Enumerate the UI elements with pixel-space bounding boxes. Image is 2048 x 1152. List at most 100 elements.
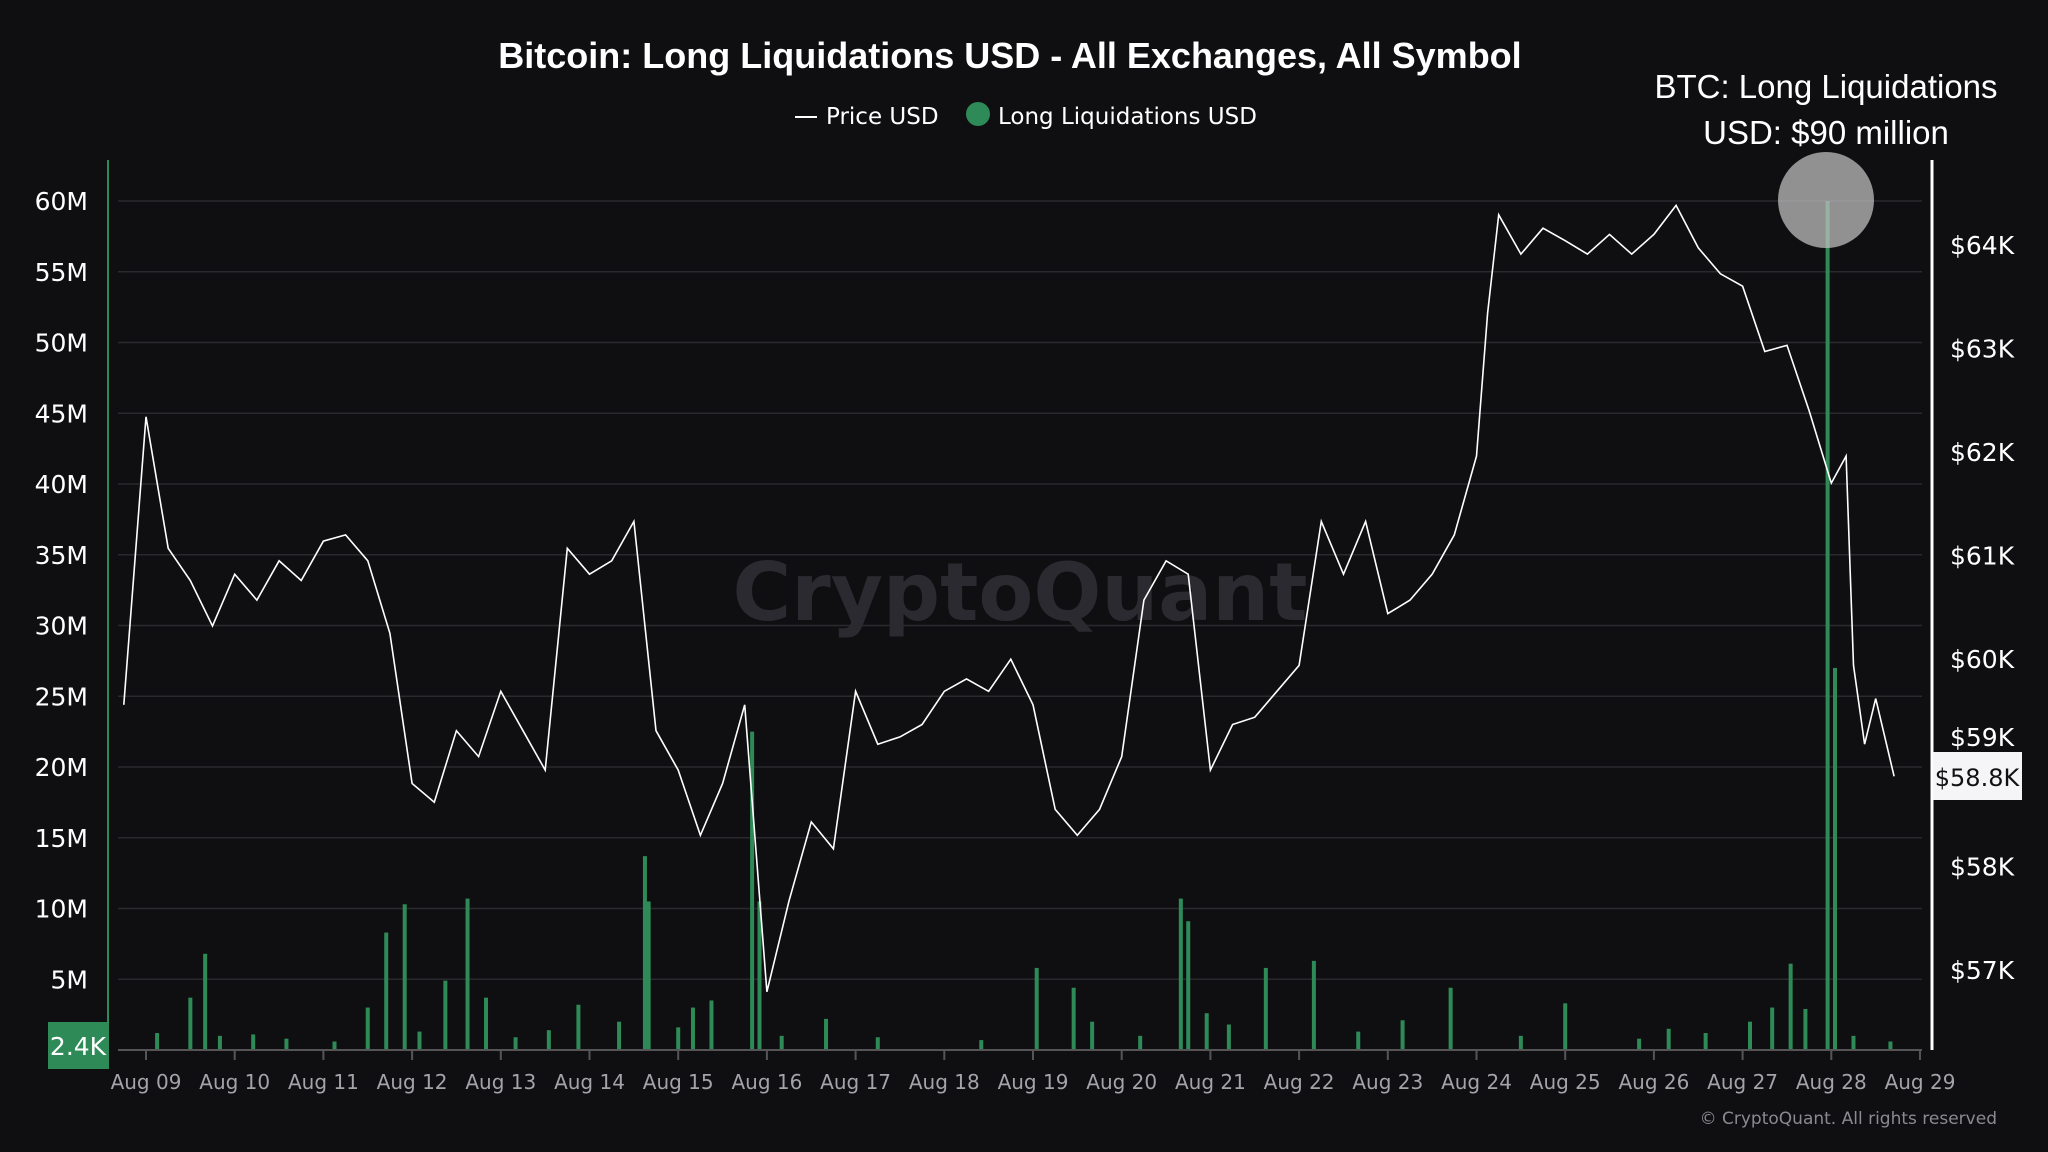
liquidation-bar — [1563, 1003, 1568, 1050]
liquidation-bar — [676, 1027, 681, 1050]
liquidation-bar — [1888, 1041, 1893, 1050]
liquidation-bar — [203, 953, 208, 1050]
liquidation-bar — [642, 856, 647, 1050]
current-liquidation-label: 2.4K — [50, 1032, 107, 1061]
liquidation-bar — [188, 997, 193, 1050]
liquidation-bar — [757, 901, 762, 1050]
chart-title: Bitcoin: Long Liquidations USD - All Exc… — [498, 35, 1521, 76]
x-axis-tick: Aug 29 — [1885, 1070, 1956, 1094]
left-axis-tick: 55M — [35, 258, 88, 287]
x-axis-tick: Aug 17 — [820, 1070, 891, 1094]
liquidation-bar — [484, 997, 489, 1050]
liquidation-bar — [875, 1037, 880, 1050]
left-axis-tick: 10M — [35, 895, 88, 924]
x-axis-tick: Aug 18 — [909, 1070, 980, 1094]
watermark: CryptoQuant — [733, 546, 1308, 639]
liquidation-bar — [1448, 987, 1453, 1050]
liquidation-bar — [1666, 1028, 1671, 1050]
left-axis-tick: 25M — [35, 682, 88, 711]
legend-liquidation-marker — [966, 102, 990, 126]
liquidation-bar — [332, 1041, 337, 1050]
liquidation-bar — [217, 1035, 222, 1050]
liquidation-bar — [365, 1007, 370, 1050]
liquidation-bar — [1825, 201, 1830, 1050]
liquidation-bar — [402, 904, 407, 1050]
current-price-label: $58.8K — [1935, 764, 2021, 792]
legend-liquidation-label[interactable]: Long Liquidations USD — [998, 104, 1257, 130]
liquidation-bar — [546, 1030, 551, 1050]
left-axis-tick: 40M — [35, 470, 88, 499]
liquidation-bar — [1178, 898, 1183, 1050]
liquidation-bar — [1186, 921, 1191, 1050]
liquidation-bar — [1311, 960, 1316, 1050]
liquidation-bar — [1226, 1024, 1231, 1050]
liquidation-bar — [709, 1000, 714, 1050]
liquidation-bar — [284, 1038, 289, 1050]
right-axis-tick: $58K — [1950, 852, 2015, 881]
left-axis-tick: 60M — [35, 187, 88, 216]
x-axis-tick: Aug 11 — [288, 1070, 359, 1094]
right-axis-tick: $63K — [1950, 334, 2015, 363]
liquidation-bar — [1204, 1013, 1209, 1050]
left-axis-tick: 50M — [35, 329, 88, 358]
liquidation-bar — [1034, 967, 1039, 1050]
liquidation-bar — [251, 1034, 256, 1050]
x-axis-tick: Aug 09 — [111, 1070, 182, 1094]
x-axis-tick: Aug 27 — [1707, 1070, 1778, 1094]
price-line — [123, 203, 1895, 992]
x-axis-tick: Aug 19 — [998, 1070, 1069, 1094]
right-axis-tick: $60K — [1950, 645, 2015, 674]
x-axis-tick: Aug 20 — [1086, 1070, 1157, 1094]
liquidation-bar — [1832, 667, 1837, 1050]
liquidation-bar — [1703, 1033, 1708, 1050]
liquidation-bar — [465, 898, 470, 1050]
x-axis-tick: Aug 26 — [1618, 1070, 1689, 1094]
left-axis-tick: 20M — [35, 753, 88, 782]
liquidation-bar — [513, 1037, 518, 1050]
liquidation-bar — [417, 1031, 422, 1050]
liquidation-bar — [1356, 1031, 1361, 1050]
x-axis-tick: Aug 14 — [554, 1070, 625, 1094]
x-axis-tick: Aug 21 — [1175, 1070, 1246, 1094]
liquidation-bar — [750, 731, 755, 1050]
liquidation-bar — [443, 980, 448, 1050]
x-axis-tick: Aug 25 — [1530, 1070, 1601, 1094]
liquidation-bars — [155, 201, 1893, 1050]
liquidation-bar — [155, 1033, 160, 1050]
credit: © CryptoQuant. All rights reserved — [1700, 1109, 1997, 1129]
left-axis-tick: 45M — [35, 399, 88, 428]
x-axis-tick: Aug 12 — [377, 1070, 448, 1094]
liquidation-bar — [1400, 1020, 1405, 1050]
x-axis-tick: Aug 23 — [1352, 1070, 1423, 1094]
liquidation-bar — [617, 1021, 622, 1050]
grid-lines — [118, 200, 1922, 980]
x-axis-tick: Aug 22 — [1264, 1070, 1335, 1094]
liquidation-bar — [1803, 1008, 1808, 1050]
right-axis-tick: $57K — [1950, 956, 2015, 985]
liquidation-bar — [576, 1004, 581, 1050]
liquidation-bar — [1090, 1021, 1095, 1050]
current-price-badge — [1933, 752, 2022, 800]
annotation-line2: USD: $90 million — [1703, 114, 1949, 151]
left-axis-tick: 30M — [35, 612, 88, 641]
x-axis-tick: Aug 15 — [643, 1070, 714, 1094]
liquidation-bar — [1637, 1038, 1642, 1050]
liquidation-bar — [1788, 963, 1793, 1050]
liquidation-bar — [824, 1018, 829, 1050]
legend-price-label[interactable]: Price USD — [826, 104, 939, 130]
x-axis-tick: Aug 24 — [1441, 1070, 1512, 1094]
liquidation-bar — [384, 932, 389, 1050]
liquidation-bar — [1071, 987, 1076, 1050]
right-axis-tick: $59K — [1950, 723, 2015, 752]
current-liquidation-badge — [48, 1022, 109, 1069]
liquidation-bar — [1747, 1021, 1752, 1050]
x-axis-tick: Aug 28 — [1796, 1070, 1867, 1094]
right-axis-tick: $62K — [1950, 438, 2015, 467]
liquidation-bar — [690, 1007, 695, 1050]
liquidation-bar — [1851, 1035, 1856, 1050]
right-axis-tick: $64K — [1950, 231, 2015, 260]
annotation-line1: BTC: Long Liquidations — [1654, 68, 1997, 105]
liquidation-bar — [779, 1035, 784, 1050]
x-axis-tick: Aug 16 — [731, 1070, 802, 1094]
